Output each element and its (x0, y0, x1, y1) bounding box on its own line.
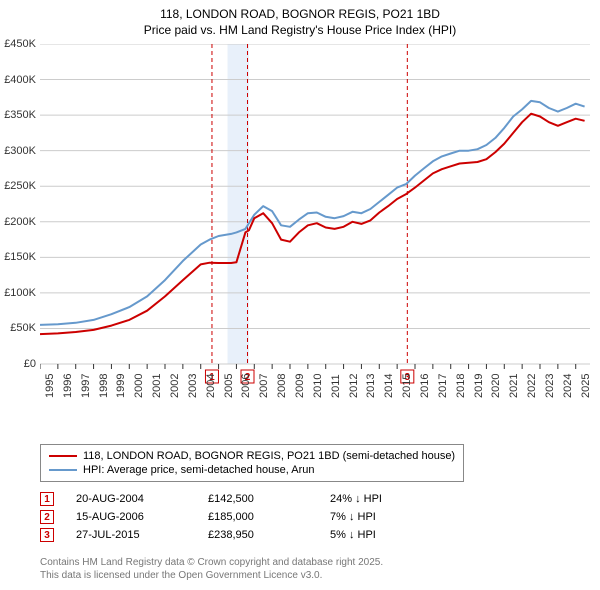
x-tick-label: 2006 (240, 374, 252, 398)
x-tick-label: 2016 (419, 374, 431, 398)
y-tick-label: £0 (0, 358, 36, 370)
chart-svg: 123 (40, 44, 590, 414)
x-tick-label: 1999 (115, 374, 127, 398)
attribution-line2: This data is licensed under the Open Gov… (40, 569, 383, 582)
marker-price-2: £185,000 (208, 511, 308, 523)
x-tick-label: 2023 (544, 374, 556, 398)
x-tick-label: 2001 (151, 374, 163, 398)
x-tick-label: 2004 (205, 374, 217, 398)
marker-delta-1: 24% ↓ HPI (330, 493, 430, 505)
x-tick-label: 2022 (526, 374, 538, 398)
attribution-line1: Contains HM Land Registry data © Crown c… (40, 556, 383, 569)
marker-delta-2: 7% ↓ HPI (330, 511, 430, 523)
x-tick-label: 2012 (348, 374, 360, 398)
legend-swatch-property (49, 455, 77, 457)
x-tick-label: 2020 (490, 374, 502, 398)
x-tick-label: 2000 (133, 374, 145, 398)
marker-row-1: 1 20-AUG-2004 £142,500 24% ↓ HPI (40, 490, 430, 508)
marker-date-2: 15-AUG-2006 (76, 511, 186, 523)
marker-row-2: 2 15-AUG-2006 £185,000 7% ↓ HPI (40, 508, 430, 526)
chart-title-line2: Price paid vs. HM Land Registry's House … (0, 22, 600, 38)
x-tick-label: 2025 (580, 374, 592, 398)
x-tick-label: 2005 (223, 374, 235, 398)
x-tick-label: 2007 (258, 374, 270, 398)
legend-swatch-hpi (49, 469, 77, 471)
chart-title-line1: 118, LONDON ROAD, BOGNOR REGIS, PO21 1BD (0, 6, 600, 22)
y-tick-label: £450K (0, 38, 36, 50)
x-tick-label: 2003 (187, 374, 199, 398)
marker-date-3: 27-JUL-2015 (76, 529, 186, 541)
x-tick-label: 1998 (98, 374, 110, 398)
y-tick-label: £50K (0, 322, 36, 334)
y-tick-label: £100K (0, 287, 36, 299)
legend-row-hpi: HPI: Average price, semi-detached house,… (49, 463, 455, 477)
y-tick-label: £400K (0, 74, 36, 86)
y-tick-label: £200K (0, 216, 36, 228)
y-tick-label: £350K (0, 109, 36, 121)
marker-badge-2: 2 (40, 510, 54, 524)
marker-row-3: 3 27-JUL-2015 £238,950 5% ↓ HPI (40, 526, 430, 544)
attribution: Contains HM Land Registry data © Crown c… (40, 556, 383, 582)
x-tick-label: 2014 (383, 374, 395, 398)
marker-date-1: 20-AUG-2004 (76, 493, 186, 505)
x-tick-label: 2015 (401, 374, 413, 398)
x-tick-label: 2002 (169, 374, 181, 398)
y-tick-label: £300K (0, 145, 36, 157)
x-tick-label: 2008 (276, 374, 288, 398)
x-tick-label: 2024 (562, 374, 574, 398)
legend: 118, LONDON ROAD, BOGNOR REGIS, PO21 1BD… (40, 444, 464, 482)
x-tick-label: 2013 (365, 374, 377, 398)
x-tick-label: 2010 (312, 374, 324, 398)
marker-badge-3: 3 (40, 528, 54, 542)
marker-price-1: £142,500 (208, 493, 308, 505)
x-tick-label: 1997 (80, 374, 92, 398)
x-tick-label: 2018 (455, 374, 467, 398)
x-tick-label: 1996 (62, 374, 74, 398)
legend-label-hpi: HPI: Average price, semi-detached house,… (83, 464, 315, 476)
y-tick-label: £150K (0, 251, 36, 263)
x-tick-label: 1995 (44, 374, 56, 398)
marker-badge-1: 1 (40, 492, 54, 506)
markers-table: 1 20-AUG-2004 £142,500 24% ↓ HPI 2 15-AU… (40, 490, 430, 544)
x-tick-label: 2019 (473, 374, 485, 398)
x-tick-label: 2009 (294, 374, 306, 398)
chart-area: 123 £0£50K£100K£150K£200K£250K£300K£350K… (40, 44, 590, 414)
x-tick-label: 2021 (508, 374, 520, 398)
legend-row-property: 118, LONDON ROAD, BOGNOR REGIS, PO21 1BD… (49, 449, 455, 463)
x-tick-label: 2017 (437, 374, 449, 398)
marker-delta-3: 5% ↓ HPI (330, 529, 430, 541)
marker-price-3: £238,950 (208, 529, 308, 541)
y-tick-label: £250K (0, 180, 36, 192)
legend-label-property: 118, LONDON ROAD, BOGNOR REGIS, PO21 1BD… (83, 450, 455, 462)
x-tick-label: 2011 (330, 374, 342, 398)
